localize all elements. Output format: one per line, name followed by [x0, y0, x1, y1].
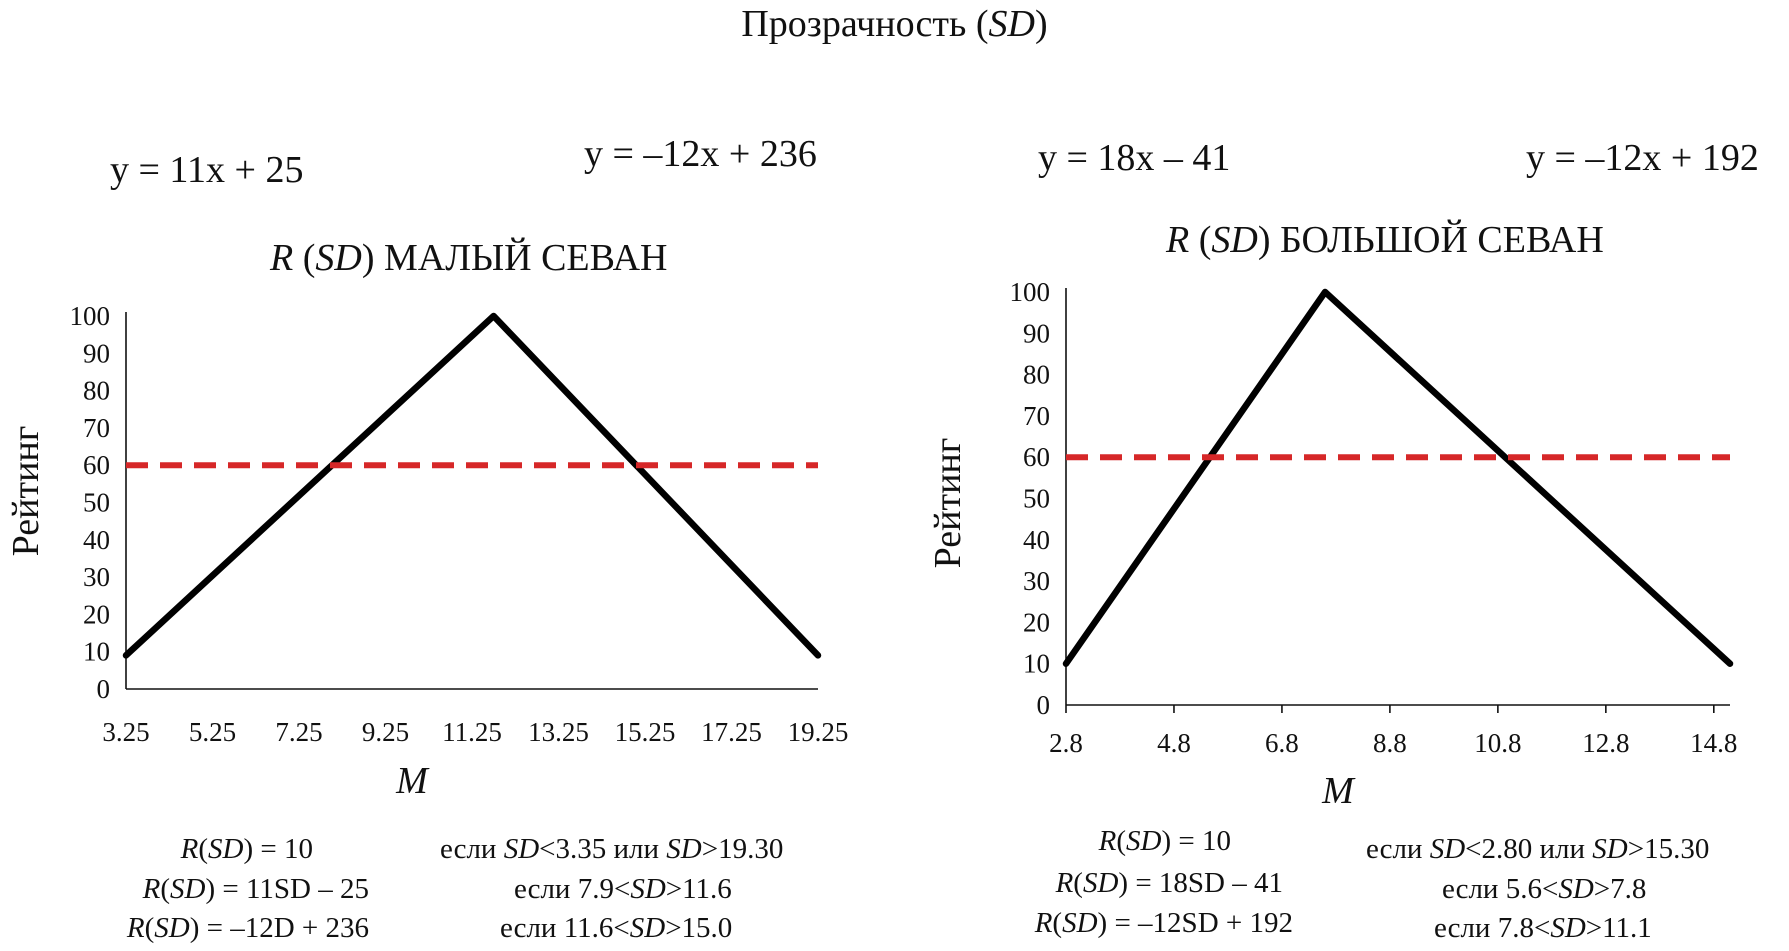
- y-tick-label: 40: [83, 525, 110, 555]
- chart-0: 0 10 20 30 40 50 60 70 80 90 100 3.25 5.25 7.25 9.25 11…: [5, 301, 848, 802]
- chart-1: 0 10 20 30 40 50 60 70 80 90 100 2.8 4.8 6.8 8.8 10.8 12…: [927, 277, 1737, 812]
- y-tick-label: 30: [1023, 566, 1050, 596]
- x-tick-label: 10.8: [1474, 728, 1521, 758]
- condition-formula-right-1: R(SD) = 10: [1098, 825, 1231, 857]
- x-tick-label: 9.25: [362, 717, 409, 747]
- chart-title-big-sevan: R (SD) БОЛЬШОЙ СЕВАН: [1166, 219, 1604, 261]
- condition-rule-left-2: если 7.9<SD>11.6: [514, 873, 732, 905]
- equation-left-rise: y = 11x + 25: [110, 149, 304, 191]
- x-axis-label: M: [395, 760, 430, 802]
- condition-formula-right-3: R(SD) = –12SD + 192: [1034, 907, 1293, 939]
- condition-rule-left-3: если 11.6<SD>15.0: [500, 912, 733, 944]
- y-tick-label: 0: [97, 674, 111, 704]
- y-axis-label: Рейтинг: [927, 438, 969, 569]
- x-tick-label: 3.25: [102, 717, 149, 747]
- x-tick-label: 6.8: [1265, 728, 1299, 758]
- x-tick-label: 12.8: [1582, 728, 1629, 758]
- page-title: Прозрачность (SD): [741, 3, 1048, 45]
- y-tick-label: 50: [83, 488, 110, 518]
- y-tick-label: 60: [83, 450, 110, 480]
- y-tick-label: 30: [83, 562, 110, 592]
- rating-line: [122, 312, 822, 659]
- condition-rule-right-3: если 7.8<SD>11.1: [1434, 912, 1652, 944]
- y-tick-label: 90: [83, 338, 110, 368]
- condition-rule-left-1: если SD<3.35 или SD>19.30: [440, 833, 784, 865]
- equation-right-fall: y = –12x + 192: [1526, 137, 1759, 179]
- x-tick-label: 15.25: [615, 717, 676, 747]
- y-tick-label: 10: [1023, 649, 1050, 679]
- y-tick-label: 90: [1023, 318, 1050, 348]
- y-tick-label: 50: [1023, 484, 1050, 514]
- x-tick-label: 8.8: [1373, 728, 1407, 758]
- x-tick-label: 5.25: [189, 717, 236, 747]
- x-tick-label: 2.8: [1049, 728, 1083, 758]
- condition-formula-left-1: R(SD) = 10: [180, 833, 313, 865]
- condition-formula-left-3: R(SD) = –12D + 236: [126, 912, 369, 944]
- x-tick-label: 14.8: [1690, 728, 1737, 758]
- equation-right-rise: y = 18x – 41: [1038, 137, 1231, 179]
- y-tick-label: 40: [1023, 525, 1050, 555]
- condition-formula-right-2: R(SD) = 18SD – 41: [1055, 867, 1283, 899]
- x-tick-label: 11.25: [442, 717, 502, 747]
- y-tick-label: 20: [1023, 607, 1050, 637]
- x-tick-label: 4.8: [1157, 728, 1191, 758]
- rating-line: [1062, 288, 1734, 667]
- y-tick-label: 20: [83, 599, 110, 629]
- y-tick-label: 60: [1023, 442, 1050, 472]
- equation-left-fall: y = –12x + 236: [584, 133, 817, 175]
- condition-formula-left-2: R(SD) = 11SD – 25: [142, 873, 369, 905]
- y-tick-label: 0: [1037, 690, 1051, 720]
- y-tick-label: 80: [1023, 360, 1050, 390]
- y-axis-label: Рейтинг: [5, 426, 47, 557]
- x-tick-label: 7.25: [275, 717, 322, 747]
- x-tick-label: 19.25: [788, 717, 849, 747]
- y-tick-label: 10: [83, 637, 110, 667]
- condition-rule-right-2: если 5.6<SD>7.8: [1442, 873, 1647, 905]
- y-tick-label: 80: [83, 376, 110, 406]
- x-tick-label: 17.25: [701, 717, 762, 747]
- y-tick-label: 70: [1023, 401, 1050, 431]
- x-tick-label: 13.25: [528, 717, 589, 747]
- x-axis-label: M: [1321, 770, 1356, 812]
- condition-rule-right-1: если SD<2.80 или SD>15.30: [1366, 833, 1710, 865]
- y-tick-label: 100: [1010, 277, 1051, 307]
- y-tick-label: 100: [70, 301, 111, 331]
- y-tick-label: 70: [83, 413, 110, 443]
- chart-title-small-sevan: R (SD) МАЛЫЙ СЕВАН: [270, 237, 668, 279]
